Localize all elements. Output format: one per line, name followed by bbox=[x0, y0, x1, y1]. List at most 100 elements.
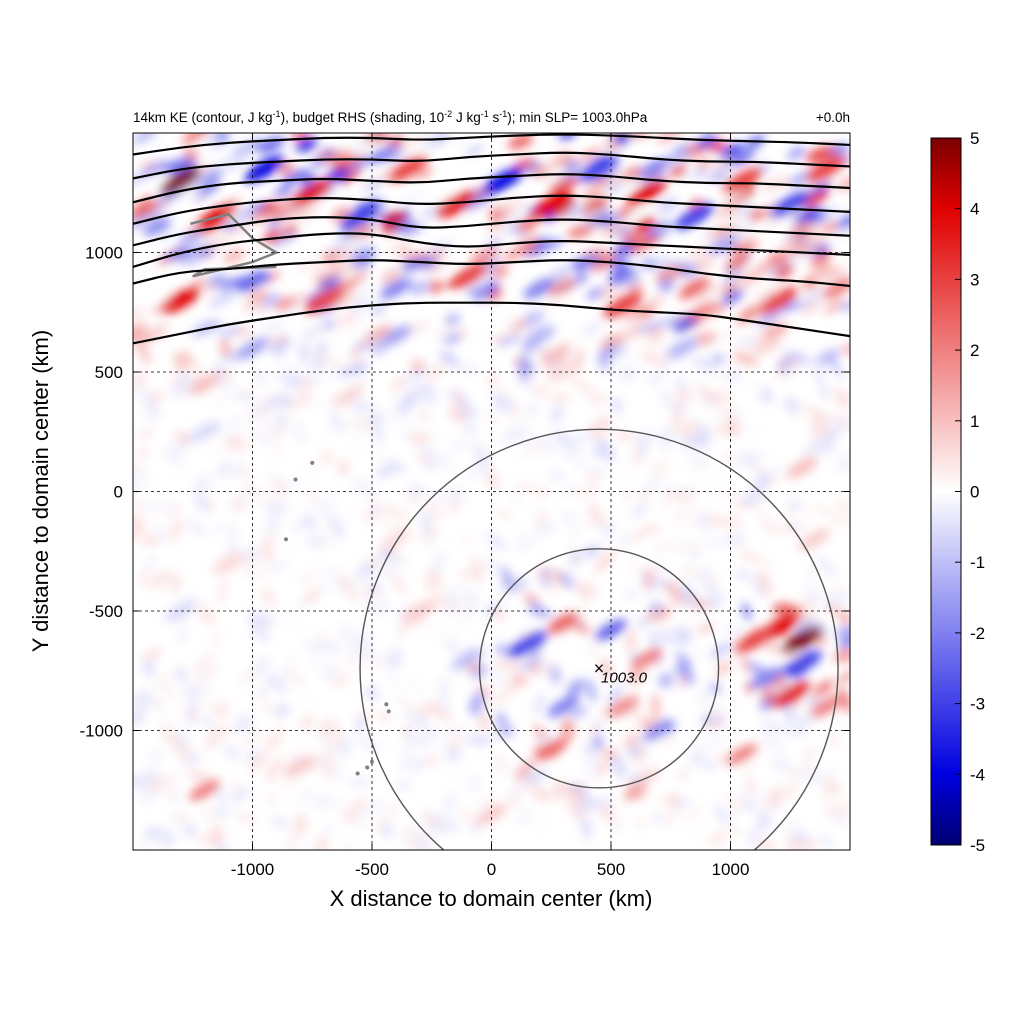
shading-blob bbox=[355, 808, 372, 830]
shading-blob bbox=[804, 411, 814, 436]
shading-blob bbox=[597, 343, 619, 364]
shading-blob bbox=[326, 738, 339, 749]
shading-blob bbox=[380, 804, 393, 820]
shading-blob bbox=[548, 470, 566, 481]
shading-blob bbox=[234, 330, 258, 345]
shading-blob bbox=[739, 274, 762, 285]
shading-blob bbox=[696, 135, 718, 148]
shading-blob bbox=[133, 774, 149, 789]
shading-blob bbox=[756, 309, 784, 326]
shading-blob bbox=[313, 660, 328, 676]
shading-blob bbox=[805, 769, 824, 783]
shading-feature bbox=[284, 755, 317, 778]
shading-blob bbox=[651, 459, 668, 479]
colorbar-tick-label: 1 bbox=[970, 412, 979, 431]
shading-blob bbox=[597, 506, 619, 526]
shading-blob bbox=[371, 620, 392, 636]
colorbar-tick-label: -5 bbox=[970, 836, 985, 855]
shading-blob bbox=[195, 835, 209, 844]
shading-blob bbox=[421, 809, 439, 828]
shading-blob bbox=[601, 750, 619, 757]
shading-blob bbox=[399, 388, 420, 412]
shading-blob bbox=[434, 588, 446, 611]
shading-blob bbox=[592, 736, 603, 751]
x-tick-label: -500 bbox=[355, 860, 389, 879]
shading-blob bbox=[186, 768, 213, 785]
shading-blob bbox=[661, 148, 692, 167]
shading-blob bbox=[664, 793, 681, 806]
colorbar-tick-label: -3 bbox=[970, 695, 985, 714]
shading-blob bbox=[286, 775, 296, 803]
shading-blob bbox=[587, 502, 605, 527]
shading-blob bbox=[455, 611, 471, 627]
shading-blob bbox=[373, 489, 383, 509]
shading-blob bbox=[285, 844, 297, 850]
shading-feature bbox=[236, 270, 269, 292]
shading-blob bbox=[376, 464, 393, 479]
shading-blob bbox=[760, 714, 776, 738]
shading-blob bbox=[384, 731, 400, 745]
shading-blob bbox=[226, 413, 243, 432]
shading-blob bbox=[148, 570, 173, 588]
shading-blob bbox=[645, 221, 672, 237]
shading-blob bbox=[700, 366, 718, 376]
shading-blob bbox=[271, 208, 303, 220]
shading-blob bbox=[177, 625, 187, 644]
shading-blob bbox=[427, 361, 445, 383]
shading-blob bbox=[157, 776, 179, 793]
shading-blob bbox=[663, 316, 682, 328]
shading-blob bbox=[133, 472, 157, 486]
shading-blob bbox=[692, 256, 716, 271]
shading-blob bbox=[651, 561, 664, 586]
shading-blob bbox=[344, 579, 368, 595]
shading-blob bbox=[451, 486, 465, 502]
shading-blob bbox=[728, 690, 740, 718]
shading-blob bbox=[446, 719, 463, 744]
shading-blob bbox=[162, 829, 176, 849]
storm-center: ×1003.0 bbox=[594, 658, 648, 686]
shading-blob bbox=[142, 660, 155, 678]
shading-blob bbox=[154, 678, 177, 697]
shading-blob bbox=[614, 431, 637, 442]
shading-blob bbox=[713, 208, 740, 224]
shading-blob bbox=[142, 534, 158, 547]
shading-blob bbox=[623, 732, 640, 748]
shading-feature bbox=[722, 167, 763, 194]
shading-blob bbox=[524, 366, 541, 383]
shading-blob bbox=[160, 669, 169, 685]
shading-blob bbox=[479, 437, 491, 452]
shading-blob bbox=[694, 566, 714, 583]
shading-blob bbox=[669, 165, 688, 178]
shading-blob bbox=[421, 509, 428, 529]
shading-feature bbox=[483, 167, 524, 194]
shading-feature bbox=[188, 373, 221, 395]
shading-blob bbox=[696, 418, 706, 431]
island bbox=[365, 765, 370, 770]
shading-blob bbox=[227, 543, 237, 556]
shading-blob bbox=[585, 467, 600, 487]
shading-blob bbox=[763, 555, 776, 571]
ke-contour-line bbox=[133, 173, 850, 204]
shading-blob bbox=[163, 445, 181, 464]
shading-blob bbox=[242, 298, 266, 312]
shading-blob bbox=[740, 450, 763, 459]
shading-blob bbox=[767, 251, 789, 266]
shading-blob bbox=[488, 692, 510, 707]
shading-blob bbox=[586, 726, 601, 736]
shading-blob bbox=[534, 692, 545, 716]
shading-field bbox=[133, 133, 850, 850]
shading-blob bbox=[420, 408, 428, 421]
shading-blob bbox=[814, 679, 834, 696]
shading-blob bbox=[732, 569, 755, 580]
shading-blob bbox=[811, 182, 833, 194]
shading-blob bbox=[632, 504, 647, 518]
shading-blob bbox=[818, 381, 830, 400]
shading-blob bbox=[710, 642, 732, 658]
shading-blob bbox=[515, 759, 535, 780]
x-tick-label: 1000 bbox=[712, 860, 750, 879]
shading-blob bbox=[601, 657, 611, 680]
shading-blob bbox=[133, 322, 148, 336]
shading-blob bbox=[687, 246, 710, 258]
shading-blob bbox=[803, 585, 820, 594]
